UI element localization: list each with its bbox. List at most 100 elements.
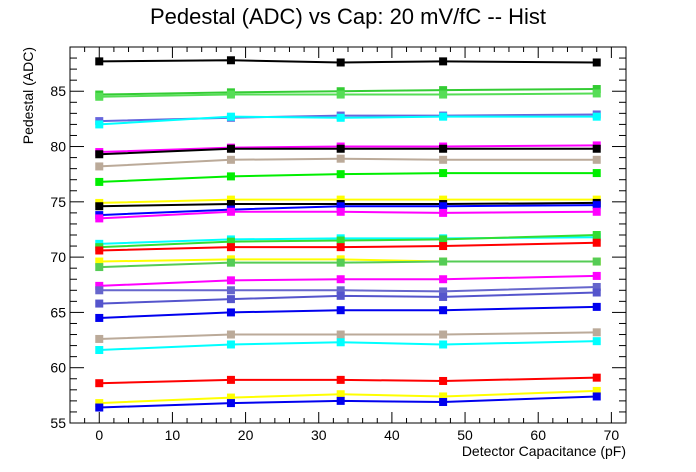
data-point: [592, 201, 601, 210]
data-point: [592, 386, 601, 395]
series-0: [95, 56, 601, 67]
y-tick-label: 85: [50, 83, 66, 99]
data-point: [592, 238, 601, 247]
data-point: [226, 340, 235, 349]
data-point: [95, 120, 104, 129]
series-line: [99, 376, 597, 385]
data-point: [592, 392, 601, 401]
y-tick-label: 60: [50, 360, 66, 376]
data-point: [226, 56, 235, 65]
data-point: [336, 144, 345, 153]
data-point: [592, 169, 601, 178]
data-point: [226, 399, 235, 408]
data-point: [226, 112, 235, 121]
series-18: [95, 271, 601, 290]
series-2: [95, 89, 601, 101]
data-point: [439, 275, 448, 284]
data-point: [336, 330, 345, 339]
data-point: [95, 379, 104, 388]
data-point: [336, 170, 345, 179]
series-line: [99, 274, 597, 287]
data-point: [95, 346, 104, 355]
data-point: [439, 242, 448, 251]
series-15: [95, 238, 601, 255]
data-point: [226, 207, 235, 216]
series-4: [95, 112, 601, 129]
data-point: [439, 202, 448, 211]
data-point: [592, 85, 601, 94]
data-point: [226, 286, 235, 295]
series-line: [99, 115, 597, 126]
data-point: [439, 292, 448, 301]
chart-title: Pedestal (ADC) vs Cap: 20 mV/fC -- Hist: [150, 4, 546, 29]
y-tick-label: 75: [50, 194, 66, 210]
data-point: [226, 375, 235, 384]
data-point: [439, 169, 448, 178]
data-point: [95, 150, 104, 159]
series-line: [99, 59, 597, 64]
x-tick-label: 30: [311, 427, 327, 443]
data-point: [439, 155, 448, 164]
data-point: [95, 57, 104, 66]
data-point: [592, 271, 601, 280]
data-point: [226, 308, 235, 317]
data-point: [336, 113, 345, 122]
data-point: [336, 236, 345, 245]
data-point: [95, 92, 104, 101]
series-21: [95, 302, 601, 322]
data-point: [95, 313, 104, 322]
data-point: [439, 208, 448, 217]
data-point: [226, 200, 235, 209]
data-point: [336, 338, 345, 347]
data-point: [336, 202, 345, 211]
data-point: [336, 58, 345, 67]
x-tick-label: 20: [238, 427, 254, 443]
data-point: [336, 286, 345, 295]
data-point: [95, 403, 104, 412]
data-point: [439, 235, 448, 244]
data-point: [592, 337, 601, 346]
data-point: [95, 177, 104, 186]
data-point: [226, 393, 235, 402]
data-point: [226, 144, 235, 153]
data-point: [592, 282, 601, 291]
data-point: [226, 243, 235, 252]
data-point: [226, 330, 235, 339]
data-point: [439, 57, 448, 66]
x-tick-label: 50: [457, 427, 473, 443]
x-tick-label: 0: [95, 427, 103, 443]
data-point: [439, 392, 448, 401]
x-tick-label: 40: [384, 427, 400, 443]
data-point: [439, 306, 448, 315]
y-axis-label: Pedestal (ADC): [20, 47, 36, 144]
data-point: [95, 214, 104, 223]
series-26: [95, 392, 601, 412]
data-point: [226, 276, 235, 285]
series-8: [95, 169, 601, 186]
y-tick-label: 65: [50, 304, 66, 320]
series-line: [99, 285, 597, 293]
data-point: [226, 295, 235, 304]
series-line: [99, 204, 597, 217]
data-point: [336, 375, 345, 384]
data-point: [95, 202, 104, 211]
series-6: [95, 144, 601, 159]
y-tick-label: 55: [50, 415, 66, 431]
data-point: [439, 144, 448, 153]
data-point: [592, 207, 601, 216]
data-point: [592, 288, 601, 297]
data-point: [226, 258, 235, 267]
data-point: [226, 195, 235, 204]
data-point: [95, 399, 104, 408]
y-tick-label: 70: [50, 249, 66, 265]
data-point: [592, 373, 601, 382]
series-line: [99, 157, 597, 168]
data-point: [336, 258, 345, 267]
data-point: [226, 172, 235, 181]
series-12: [95, 207, 601, 223]
data-point: [592, 155, 601, 164]
series-line: [99, 198, 597, 204]
data-point: [336, 396, 345, 405]
data-point: [336, 390, 345, 399]
